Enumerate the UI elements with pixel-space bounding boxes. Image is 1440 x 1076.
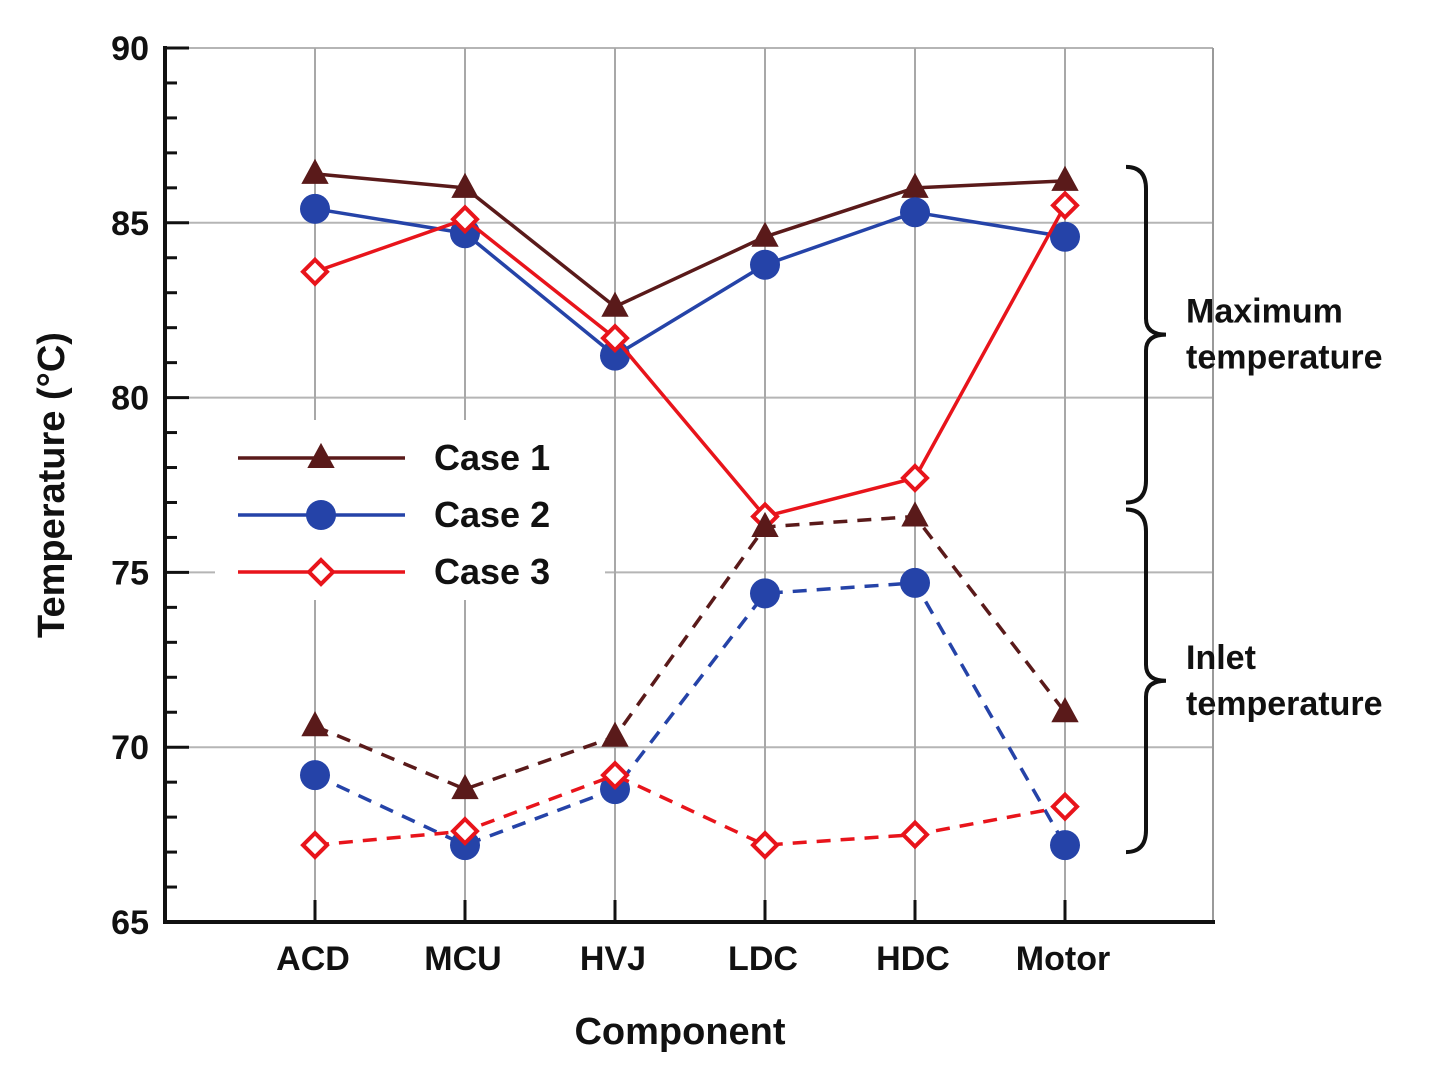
legend-item: Case 2 xyxy=(238,494,550,535)
triangle-marker xyxy=(901,501,929,527)
series-line xyxy=(314,172,1066,309)
annotation-inlet: Inlet temperature xyxy=(1125,507,1383,855)
triangle-marker xyxy=(601,291,629,317)
annotation-text: Inlet xyxy=(1186,639,1256,677)
circle-marker xyxy=(1050,221,1080,252)
brace xyxy=(1125,507,1167,855)
diamond-marker xyxy=(300,830,330,860)
y-tick-label: 85 xyxy=(111,205,149,243)
diamond-marker xyxy=(900,463,930,493)
annotation-text: Maximum xyxy=(1186,293,1343,331)
diamond-marker xyxy=(306,557,336,587)
legend-item: Case 3 xyxy=(238,551,550,592)
circle-marker xyxy=(750,578,780,609)
series-inlet-case-3 xyxy=(300,760,1080,860)
circle-marker xyxy=(300,193,330,224)
triangle-marker xyxy=(1051,165,1079,191)
x-tick-label: MCU xyxy=(424,940,501,978)
diamond-marker xyxy=(600,760,630,790)
y-tick-label: 70 xyxy=(111,729,149,767)
annotations: Maximum temperature Inlet temperature xyxy=(1125,164,1383,855)
brace xyxy=(1125,164,1167,505)
triangle-marker xyxy=(901,172,929,198)
annotation-maximum: Maximum temperature xyxy=(1125,164,1383,505)
legend-label: Case 2 xyxy=(434,494,550,535)
x-axis-title: Component xyxy=(574,1011,785,1053)
series-line xyxy=(314,773,1066,847)
diamond-marker xyxy=(1050,791,1080,822)
y-tick-label: 75 xyxy=(111,554,149,592)
triangle-marker xyxy=(601,721,629,747)
circle-marker xyxy=(1050,830,1080,861)
x-tick-label: LDC xyxy=(728,940,798,978)
diamond-marker xyxy=(750,830,780,860)
x-tick-label: HDC xyxy=(876,940,950,978)
circle-marker xyxy=(900,197,930,228)
legend-label: Case 1 xyxy=(434,437,550,478)
series-max-case-1 xyxy=(301,158,1079,317)
series-line xyxy=(314,204,1067,519)
triangle-marker xyxy=(307,442,335,468)
annotation-text: temperature xyxy=(1186,685,1383,723)
series-line xyxy=(314,514,1067,791)
diamond-marker xyxy=(300,256,330,287)
circle-marker xyxy=(900,567,930,598)
diamond-marker xyxy=(900,819,930,850)
y-tick-label: 80 xyxy=(111,380,149,418)
series-max-case-3 xyxy=(300,190,1080,532)
circle-marker xyxy=(750,249,780,280)
triangle-marker xyxy=(301,158,329,184)
legend: Case 1 Case 2 Case 3 xyxy=(215,420,605,600)
series-max-case-2 xyxy=(300,193,1080,371)
triangle-marker xyxy=(451,774,479,800)
legend-label: Case 3 xyxy=(434,551,550,592)
triangle-marker xyxy=(301,711,329,737)
x-tick-label: Motor xyxy=(1016,940,1110,978)
triangle-marker xyxy=(751,221,779,247)
diamond-marker xyxy=(600,323,630,353)
y-tick-label: 90 xyxy=(111,30,149,68)
series-inlet-case-1 xyxy=(301,501,1079,800)
triangle-marker xyxy=(1051,697,1079,723)
series-layer xyxy=(300,158,1080,861)
annotation-text: temperature xyxy=(1186,339,1383,377)
legend-item: Case 1 xyxy=(238,437,550,478)
diamond-marker xyxy=(450,204,480,235)
circle-marker xyxy=(300,760,330,791)
series-line xyxy=(314,581,1067,847)
axes: 65 70 75 80 85 90 ACD MCU HVJ LDC HDC Motor xyxy=(111,30,1215,978)
y-axis-title: Temperature (°C) xyxy=(31,332,73,638)
circle-marker xyxy=(306,500,336,530)
x-tick-label: ACD xyxy=(276,940,350,978)
y-tick-label: 65 xyxy=(111,904,149,942)
x-tick-label: HVJ xyxy=(580,940,646,978)
triangle-marker xyxy=(751,511,779,537)
series-inlet-case-2 xyxy=(300,567,1080,861)
diamond-marker xyxy=(450,816,480,846)
triangle-marker xyxy=(451,172,479,198)
diamond-marker xyxy=(1050,190,1080,221)
legend-background xyxy=(215,420,605,600)
